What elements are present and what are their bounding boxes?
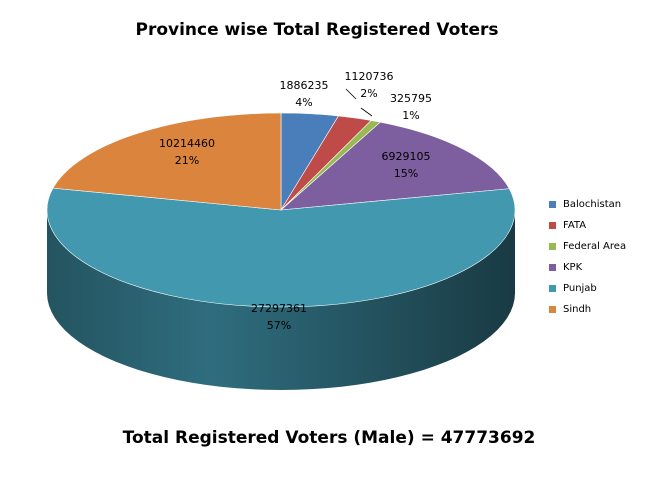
pie-slice-sindh	[52, 112, 282, 211]
data-label-value-balochistan: 1886235	[280, 79, 329, 92]
legend-swatch	[549, 243, 556, 250]
data-label-value-punjab: 27297361	[251, 302, 307, 315]
pie-side-punjab	[47, 210, 515, 390]
legend-label: Sindh	[563, 304, 592, 315]
legend-swatch	[549, 264, 556, 271]
pie-slice-kpk	[280, 121, 510, 211]
legend-swatch	[549, 306, 556, 313]
legend-item-sindh: Sindh	[549, 299, 645, 320]
legend-item-balochistan: Balochistan	[549, 194, 645, 215]
pie-data-labels: 1886235 4% 1120736 2% 325795 1% 6929105 15% 2729…	[159, 70, 432, 332]
data-label-percent-balochistan: 4%	[295, 96, 312, 109]
legend-swatch	[549, 285, 556, 292]
data-label-percent-federal-area: 1%	[402, 109, 419, 122]
leader-line	[360, 107, 373, 117]
legend-label: Punjab	[563, 283, 597, 294]
legend-swatch	[549, 222, 556, 229]
data-label-value-sindh: 10214460	[159, 137, 215, 150]
data-label-value-fata: 1120736	[345, 70, 394, 83]
data-label-percent-kpk: 15%	[394, 167, 418, 180]
legend-item-kpk: KPK	[549, 257, 645, 278]
legend-item-punjab: Punjab	[549, 278, 645, 299]
legend-label: KPK	[563, 262, 583, 273]
chart-title: Province wise Total Registered Voters	[135, 20, 499, 40]
legend-label: Federal Area	[563, 241, 627, 252]
data-label-percent-sindh: 21%	[175, 154, 199, 167]
data-label-percent-fata: 2%	[360, 87, 377, 100]
leader-line	[345, 88, 357, 100]
chart-legend: Balochistan FATA Federal Area KPK Punjab Sind…	[549, 194, 645, 320]
legend-label: Balochistan	[563, 199, 622, 210]
chart-footer: Total Registered Voters (Male) = 4777369…	[122, 428, 536, 448]
data-label-percent-punjab: 57%	[267, 319, 291, 332]
data-label-value-kpk: 6929105	[382, 150, 431, 163]
legend-swatch	[549, 201, 556, 208]
legend-item-fata: FATA	[549, 215, 645, 236]
pie-side-walls	[47, 210, 515, 390]
pie-top-faces	[46, 112, 516, 308]
legend-label: FATA	[563, 220, 587, 231]
pie-slice-punjab	[46, 187, 516, 308]
data-label-value-federal-area: 325795	[390, 92, 432, 105]
legend-item-federal-area: Federal Area	[549, 236, 645, 257]
